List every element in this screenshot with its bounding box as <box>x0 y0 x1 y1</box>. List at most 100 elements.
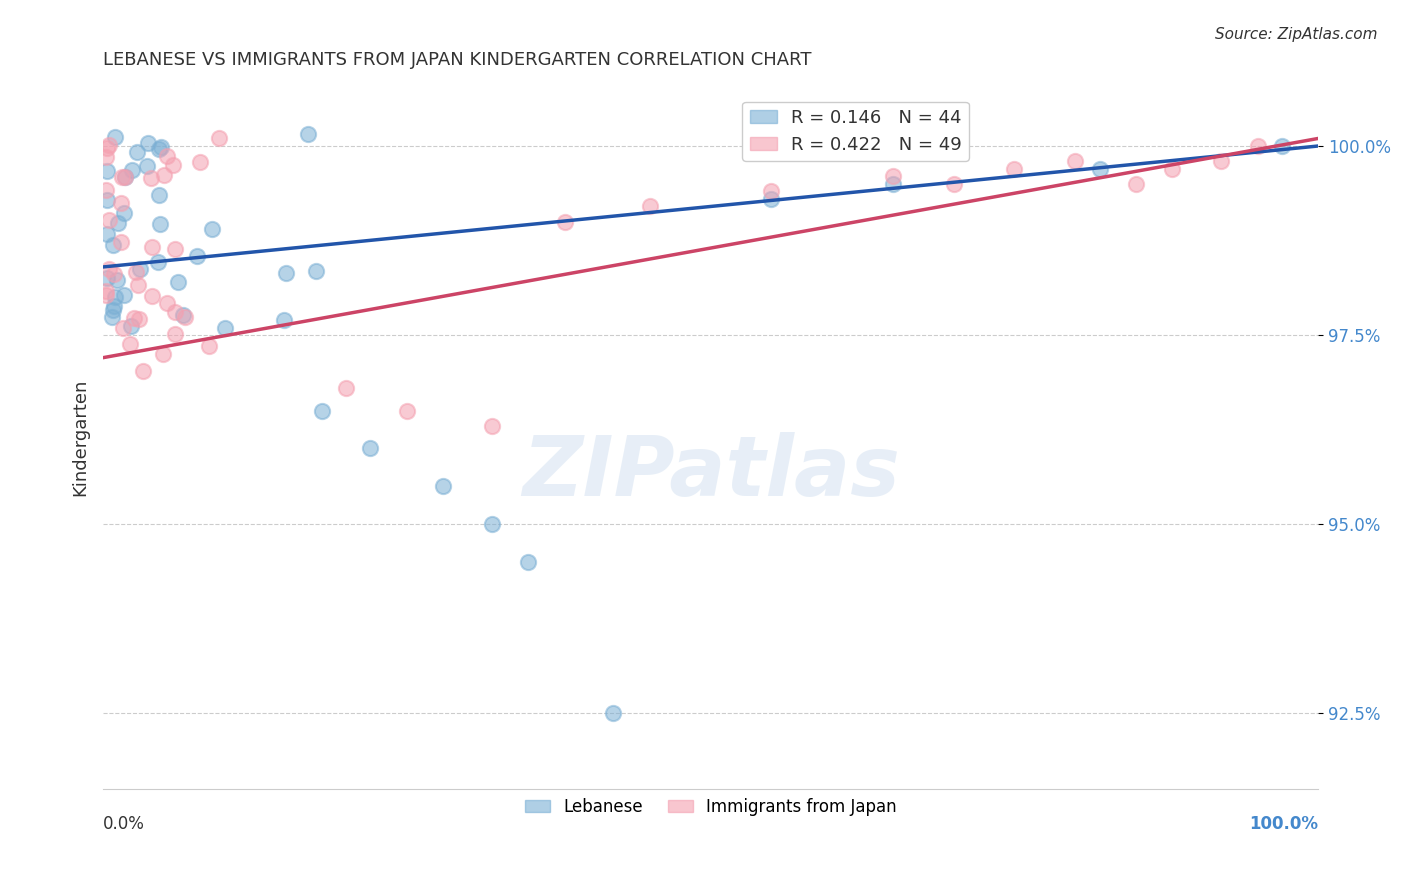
Immigrants from Japan <box>942 177 965 191</box>
Immigrants from Japan <box>761 185 783 199</box>
Immigrants from Japan <box>110 235 132 250</box>
Lebanese <box>172 308 194 322</box>
Lebanese <box>127 145 149 160</box>
Immigrants from Japan <box>153 168 176 182</box>
Lebanese <box>214 321 236 335</box>
Immigrants from Japan <box>638 199 661 213</box>
Lebanese <box>602 706 624 720</box>
Immigrants from Japan <box>208 130 231 145</box>
Immigrants from Japan <box>122 310 145 325</box>
Lebanese <box>104 290 127 304</box>
Lebanese <box>101 310 124 324</box>
Immigrants from Japan <box>188 155 211 169</box>
Lebanese <box>882 177 904 191</box>
Immigrants from Japan <box>198 339 221 353</box>
Immigrants from Japan <box>1246 139 1268 153</box>
Immigrants from Japan <box>162 157 184 171</box>
Immigrants from Japan <box>127 277 149 292</box>
Immigrants from Japan <box>120 336 142 351</box>
Lebanese <box>517 555 540 569</box>
Immigrants from Japan <box>554 214 576 228</box>
Lebanese <box>481 516 503 531</box>
Lebanese <box>1271 139 1294 153</box>
Lebanese <box>761 192 783 206</box>
Lebanese <box>359 442 381 456</box>
Lebanese <box>136 136 159 151</box>
Lebanese <box>148 142 170 156</box>
Lebanese <box>201 222 224 236</box>
Lebanese <box>129 261 152 276</box>
Immigrants from Japan <box>1064 154 1087 169</box>
Lebanese <box>432 479 454 493</box>
Immigrants from Japan <box>174 310 197 325</box>
Y-axis label: Kindergarten: Kindergarten <box>72 378 89 496</box>
Lebanese <box>305 264 328 278</box>
Lebanese <box>96 164 118 178</box>
Immigrants from Japan <box>111 170 134 185</box>
Immigrants from Japan <box>114 170 136 185</box>
Lebanese <box>167 275 190 289</box>
Immigrants from Japan <box>97 137 120 152</box>
Lebanese <box>96 227 118 241</box>
Lebanese <box>149 217 172 231</box>
Lebanese <box>311 403 333 417</box>
Lebanese <box>105 272 128 286</box>
Immigrants from Japan <box>156 149 179 163</box>
Immigrants from Japan <box>94 183 117 197</box>
Lebanese <box>274 266 297 280</box>
Immigrants from Japan <box>163 326 186 341</box>
Lebanese <box>146 255 169 269</box>
Lebanese <box>112 206 135 220</box>
Immigrants from Japan <box>132 364 155 378</box>
Immigrants from Japan <box>152 347 174 361</box>
Immigrants from Japan <box>94 287 117 301</box>
Immigrants from Japan <box>1004 161 1026 176</box>
Immigrants from Japan <box>163 305 186 319</box>
Lebanese <box>273 312 295 326</box>
Lebanese <box>96 193 118 207</box>
Lebanese <box>104 130 127 145</box>
Immigrants from Japan <box>96 150 118 164</box>
Lebanese <box>96 270 118 285</box>
Immigrants from Japan <box>1161 161 1184 176</box>
Immigrants from Japan <box>155 295 177 310</box>
Immigrants from Japan <box>139 171 162 186</box>
Lebanese <box>136 159 159 173</box>
Text: ZIPatlas: ZIPatlas <box>522 432 900 513</box>
Lebanese <box>103 299 125 313</box>
Lebanese <box>148 188 170 202</box>
Lebanese <box>1088 161 1111 176</box>
Immigrants from Japan <box>882 169 904 184</box>
Immigrants from Japan <box>103 267 125 281</box>
Lebanese <box>103 303 125 318</box>
Immigrants from Japan <box>141 240 163 254</box>
Immigrants from Japan <box>335 381 357 395</box>
Lebanese <box>107 216 129 230</box>
Legend: Lebanese, Immigrants from Japan: Lebanese, Immigrants from Japan <box>517 791 903 822</box>
Immigrants from Japan <box>128 312 150 326</box>
Lebanese <box>186 249 208 263</box>
Immigrants from Japan <box>1209 154 1232 169</box>
Immigrants from Japan <box>110 195 132 210</box>
Text: 0.0%: 0.0% <box>103 815 145 833</box>
Text: 100.0%: 100.0% <box>1250 815 1319 833</box>
Lebanese <box>297 127 319 141</box>
Lebanese <box>112 288 135 302</box>
Lebanese <box>149 140 172 154</box>
Lebanese <box>120 318 142 333</box>
Immigrants from Japan <box>98 212 121 227</box>
Lebanese <box>121 163 143 178</box>
Immigrants from Japan <box>481 418 503 433</box>
Immigrants from Japan <box>1125 177 1147 191</box>
Immigrants from Japan <box>96 141 118 155</box>
Immigrants from Japan <box>98 262 121 277</box>
Text: Source: ZipAtlas.com: Source: ZipAtlas.com <box>1215 27 1378 42</box>
Immigrants from Japan <box>395 403 418 417</box>
Immigrants from Japan <box>141 289 163 303</box>
Immigrants from Japan <box>125 265 148 279</box>
Immigrants from Japan <box>111 320 134 334</box>
Immigrants from Japan <box>163 242 186 256</box>
Immigrants from Japan <box>94 284 117 298</box>
Text: LEBANESE VS IMMIGRANTS FROM JAPAN KINDERGARTEN CORRELATION CHART: LEBANESE VS IMMIGRANTS FROM JAPAN KINDER… <box>103 51 811 69</box>
Lebanese <box>114 169 136 184</box>
